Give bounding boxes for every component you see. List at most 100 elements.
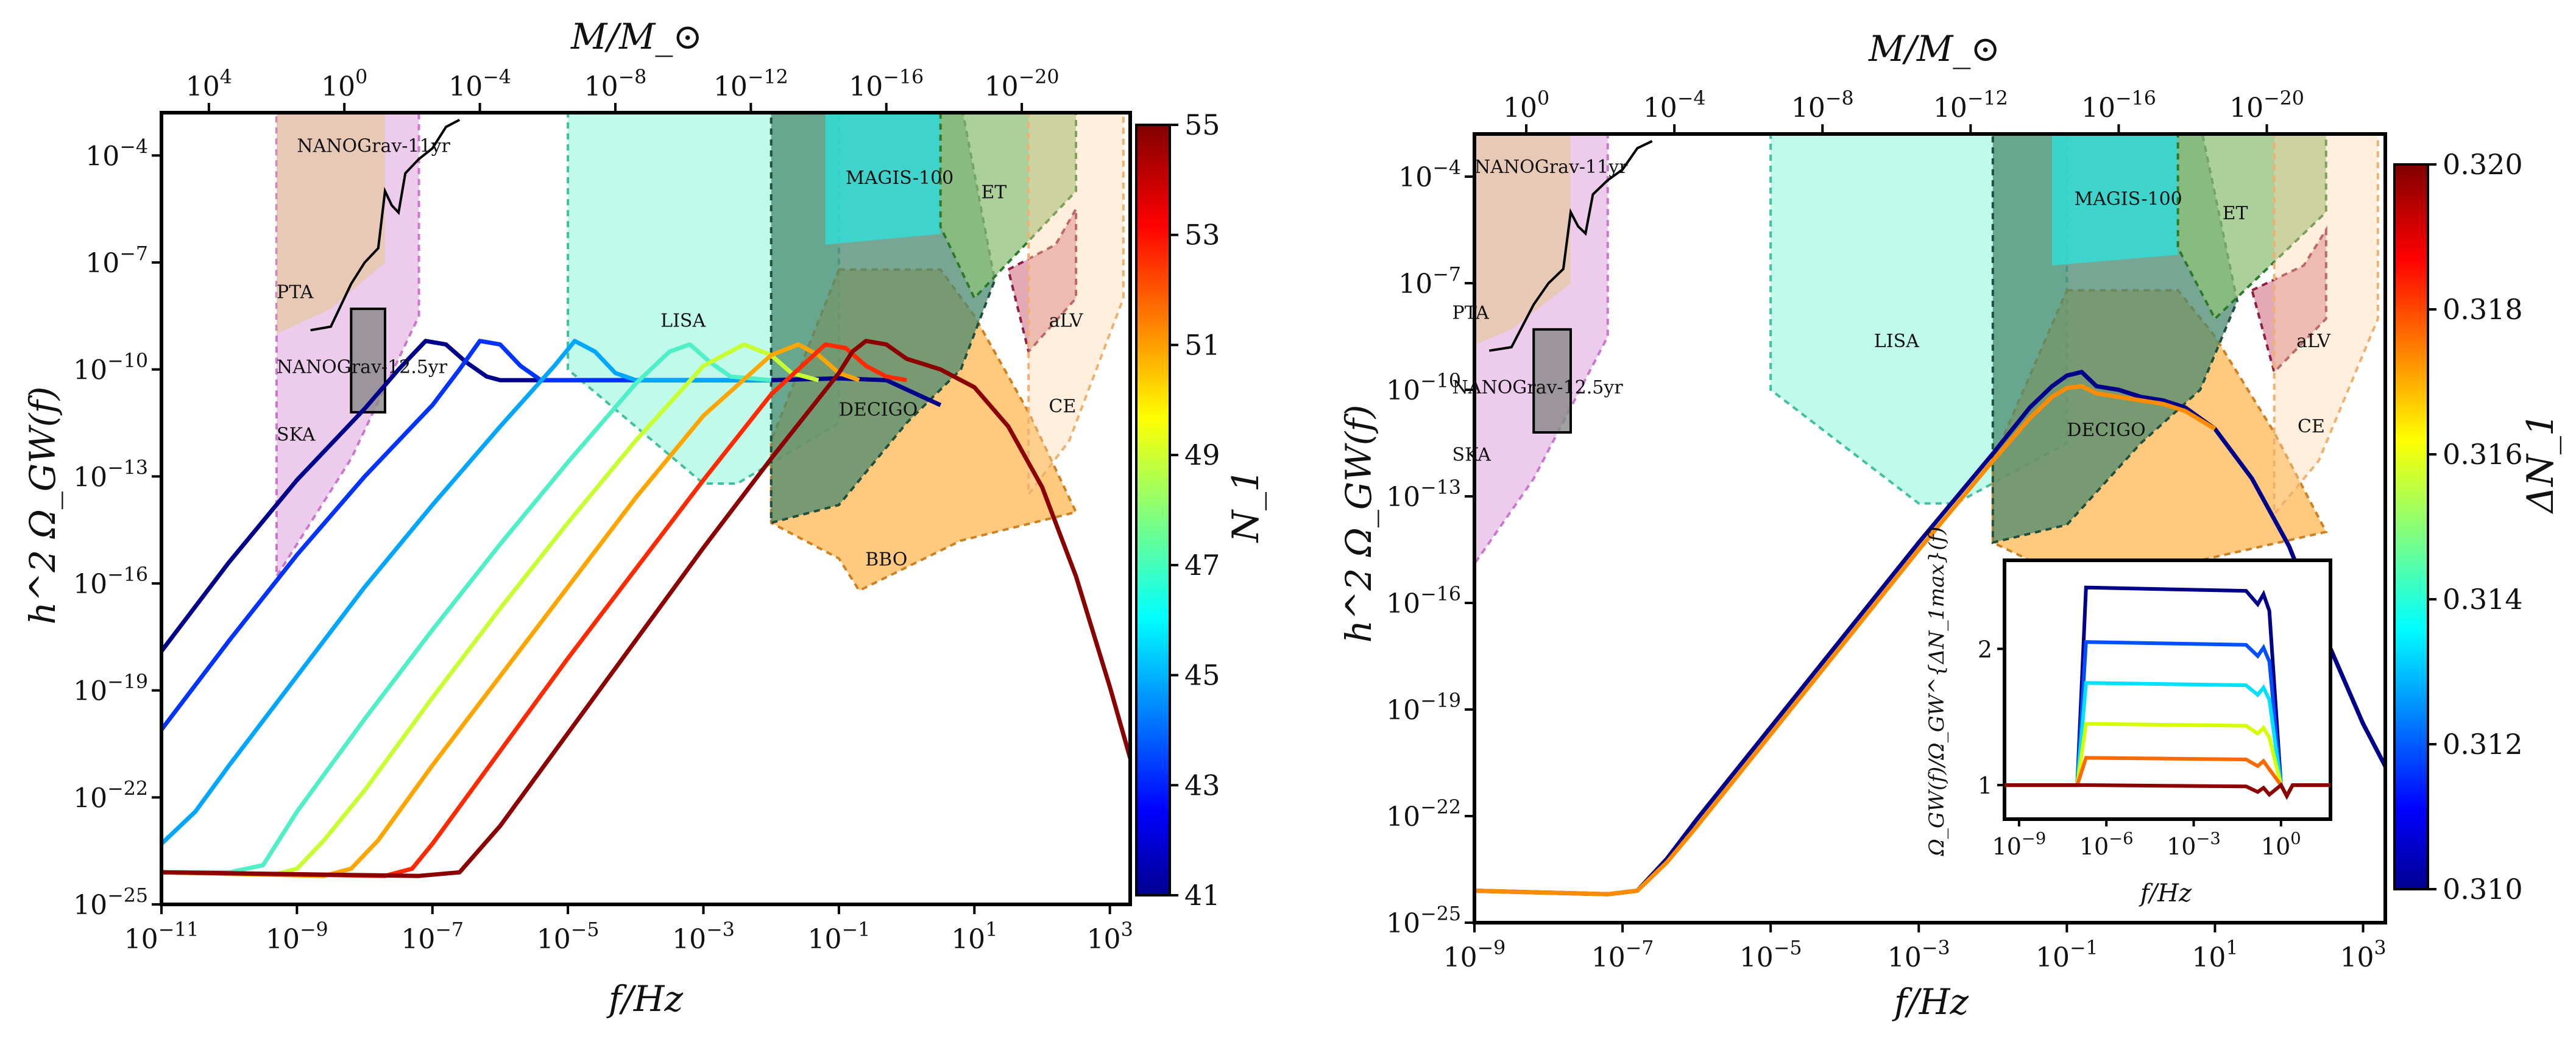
x-tick-label: 103 — [1087, 919, 1133, 955]
magis-region — [825, 113, 941, 245]
inset-y-tick-label: 2 — [1978, 636, 1992, 663]
inset-x-tick-label: 10−6 — [2079, 829, 2134, 860]
y-tick-label: 10−4 — [85, 136, 148, 172]
region-label: aLV — [1049, 310, 1084, 331]
y-tick-label: 10−13 — [1386, 477, 1461, 513]
top-tick-label: 100 — [1503, 88, 1549, 124]
top-tick-label: 10−12 — [1933, 88, 2008, 124]
colorbar-tick-label: 51 — [1184, 328, 1220, 361]
left-xlabel: f/Hz — [606, 978, 684, 1020]
spectrum-line-1 — [161, 339, 771, 731]
region-label: MAGIS-100 — [2075, 189, 2182, 210]
x-tick-label: 10−3 — [1888, 937, 1950, 973]
top-tick-label: 10−8 — [584, 66, 647, 102]
left-plot-frame — [160, 111, 1132, 906]
nanograv-11yr-curve — [310, 118, 461, 332]
colorbar-tick-label: 53 — [1184, 219, 1220, 252]
region-label: NANOGrav-11yr — [297, 135, 450, 157]
right-axes: 10−9 10−7 10−5 10−3 10−1 101 103 10−25 10−22 10−1… — [1386, 88, 2386, 973]
right-plot-frame — [1473, 132, 2387, 925]
y-tick-label: 10−25 — [73, 885, 148, 921]
region-label: PTA — [277, 282, 314, 303]
region-label: LISA — [1874, 331, 1919, 352]
alv-region — [2250, 225, 2327, 375]
y-tick-label: 10−22 — [73, 778, 148, 814]
x-tick-label: 10−7 — [401, 919, 464, 955]
region-label: aLV — [2296, 331, 2331, 352]
right-colorbar — [2393, 163, 2429, 890]
pta-region — [1474, 134, 1571, 345]
x-tick-label: 103 — [2340, 937, 2386, 973]
region-label: LISA — [660, 310, 706, 331]
right-top-xlabel: M/M_⊙ — [1868, 28, 2000, 69]
colorbar-tick-label: 43 — [1184, 769, 1220, 801]
y-tick-label: 10−19 — [1386, 690, 1461, 726]
region-label: SKA — [277, 424, 316, 446]
x-tick-label: 10−1 — [808, 919, 871, 955]
top-tick-label: 104 — [186, 66, 232, 102]
region-label: MAGIS-100 — [846, 167, 954, 189]
top-tick-label: 10−4 — [448, 66, 511, 102]
left-colorbar-ticks: 41 43 45 47 49 51 53 55 — [1170, 108, 1220, 912]
magis-region — [2052, 134, 2178, 266]
y-tick-label: 10−13 — [73, 457, 148, 493]
inset-axes: 10−9 10−6 10−3 100 1 2 — [1978, 636, 2301, 860]
left-sensitivity-regions — [275, 113, 1125, 593]
right-colorbar-ticks: 0.310 0.312 0.314 0.316 0.318 0.320 — [2428, 148, 2523, 906]
left-colorbar — [1135, 124, 1171, 896]
y-tick-label: 10−16 — [1386, 583, 1461, 619]
ce-region — [2273, 134, 2379, 518]
left-region-labels: NANOGrav-11yr PTA NANOGrav-12.5yr SKA LISA MA… — [277, 135, 1084, 570]
region-label: CE — [1049, 396, 1076, 417]
top-tick-label: 10−8 — [1791, 88, 1854, 124]
left-spectra-curves — [161, 339, 1130, 878]
top-tick-label: 10−16 — [849, 66, 924, 102]
colorbar-tick-label: 0.316 — [2443, 438, 2523, 471]
region-label: DECIGO — [839, 400, 918, 421]
x-tick-label: 10−9 — [1443, 937, 1506, 973]
top-tick-label: 10−4 — [1643, 88, 1706, 124]
top-tick-label: 10−12 — [713, 66, 788, 102]
colorbar-tick-label: 0.320 — [2443, 148, 2523, 181]
region-label: CE — [2298, 416, 2325, 437]
right-colorbar-label: ΔN_1 — [2519, 413, 2562, 514]
colorbar-tick-label: 47 — [1184, 549, 1220, 582]
top-tick-label: 100 — [321, 66, 367, 102]
region-label: DECIGO — [2067, 420, 2145, 441]
region-label: ET — [2223, 203, 2248, 224]
inset-y-tick-label: 1 — [1978, 772, 1992, 799]
left-colorbar-label: N_1 — [1225, 469, 1267, 544]
x-tick-label: 10−5 — [1739, 937, 1802, 973]
y-tick-label: 10−19 — [73, 671, 148, 707]
left-axes: 10−11 10−9 10−7 10−5 10−3 10−1 101 103 10−25 10−2… — [73, 66, 1133, 955]
inset-ylabel: Ω_GW(f)/Ω_GW^{ΔN_1max}(f) — [1925, 527, 1949, 857]
top-tick-label: 10−20 — [2229, 88, 2304, 124]
x-tick-label: 10−3 — [672, 919, 735, 955]
top-tick-label: 10−16 — [2081, 88, 2156, 124]
region-label: NANOGrav-12.5yr — [277, 356, 448, 378]
left-top-xlabel: M/M_⊙ — [570, 16, 702, 57]
left-ylabel: h^2 Ω_GW(f) — [22, 386, 63, 624]
nanograv-12yr-box — [350, 308, 386, 414]
right-chart: 10−9 10−7 10−5 10−3 10−1 101 103 10−25 10−22 10−1… — [1338, 28, 2562, 1023]
y-tick-label: 10−7 — [1398, 264, 1461, 300]
x-tick-label: 10−7 — [1591, 937, 1654, 973]
nanograv-12yr-box — [1532, 328, 1573, 434]
right-xlabel: f/Hz — [1892, 981, 1969, 1023]
colorbar-tick-label: 41 — [1184, 879, 1220, 912]
pta-region — [277, 113, 385, 334]
colorbar-tick-label: 49 — [1184, 438, 1220, 471]
right-spectra-curves — [1474, 370, 2385, 896]
spectrum-line-0 — [1474, 370, 2385, 896]
et-region — [2176, 134, 2327, 321]
y-tick-label: 10−22 — [1386, 797, 1461, 833]
colorbar-tick-label: 45 — [1184, 659, 1220, 692]
x-tick-label: 10−11 — [124, 919, 199, 955]
spectrum-line-4 — [161, 342, 819, 876]
y-tick-label: 10−10 — [73, 350, 148, 386]
left-chart: 10−11 10−9 10−7 10−5 10−3 10−1 101 103 10−25 10−2… — [22, 16, 1267, 1020]
alv-region — [1007, 204, 1078, 354]
spectrum-line-3 — [161, 342, 772, 875]
y-tick-label: 10−16 — [73, 564, 148, 600]
